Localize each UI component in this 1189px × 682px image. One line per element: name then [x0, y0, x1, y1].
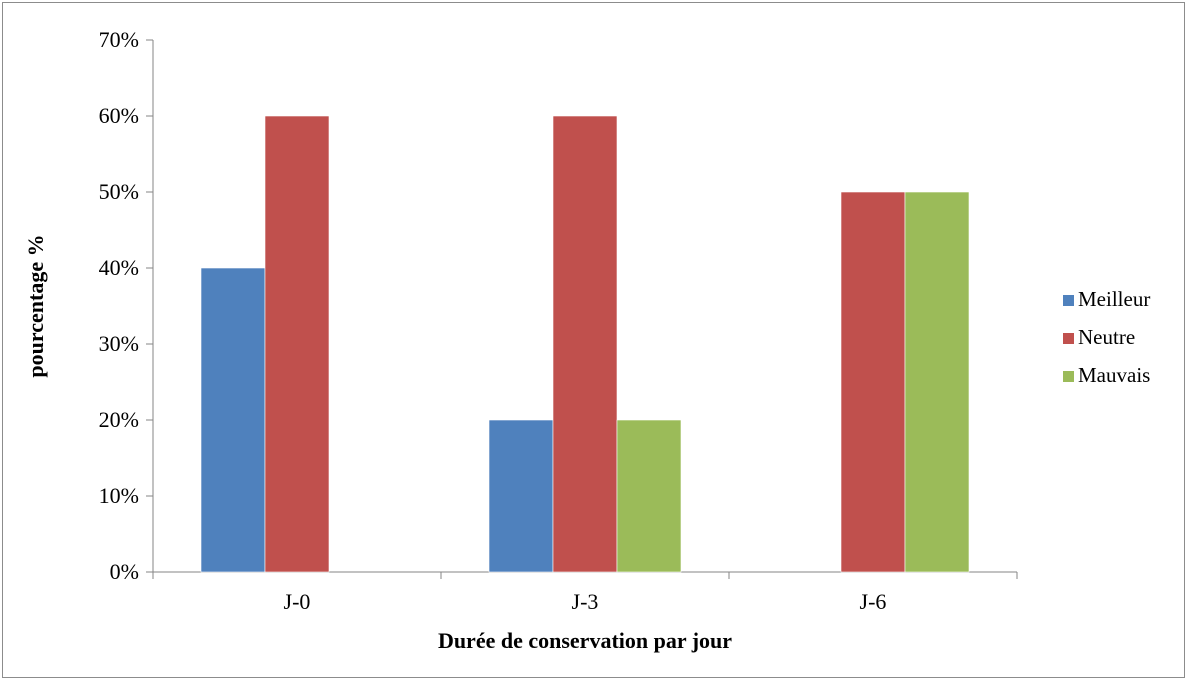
y-tick-label: 30% — [99, 331, 139, 356]
x-axis: J-0 J-3 J-6 — [152, 571, 1018, 614]
x-tick-label: J-3 — [572, 589, 599, 614]
bar-meilleur-j-0 — [200, 267, 266, 573]
y-tick-label: 50% — [99, 179, 139, 204]
bar-meilleur-j-3 — [488, 419, 554, 573]
legend: Meilleur Neutre Mauvais — [1063, 287, 1150, 387]
y-axis-title: pourcentage % — [23, 234, 48, 377]
y-tick-label: 20% — [99, 407, 139, 432]
y-axis: 0% 10% 20% 30% 40% 50% 60% 70% — [99, 27, 154, 584]
bar-neutre-j-0 — [264, 115, 330, 573]
bar-mauvais-j-6 — [904, 191, 970, 573]
bar-mauvais-j-3 — [616, 419, 682, 573]
legend-label-neutre: Neutre — [1078, 325, 1135, 349]
y-tick-label: 10% — [99, 483, 139, 508]
bar-neutre-j-3 — [552, 115, 618, 573]
bar-neutre-j-6 — [840, 191, 906, 573]
legend-label-meilleur: Meilleur — [1078, 287, 1150, 311]
y-tick-label: 40% — [99, 255, 139, 280]
y-tick-label: 70% — [99, 27, 139, 52]
bars — [200, 115, 970, 573]
x-tick-label: J-0 — [284, 589, 311, 614]
y-tick-label: 0% — [110, 559, 139, 584]
legend-swatch-meilleur — [1063, 295, 1074, 306]
x-axis-title: Durée de conservation par jour — [438, 628, 732, 653]
legend-swatch-mauvais — [1063, 371, 1074, 382]
x-tick-label: J-6 — [860, 589, 887, 614]
legend-label-mauvais: Mauvais — [1078, 363, 1150, 387]
y-tick-label: 60% — [99, 103, 139, 128]
legend-swatch-neutre — [1063, 333, 1074, 344]
